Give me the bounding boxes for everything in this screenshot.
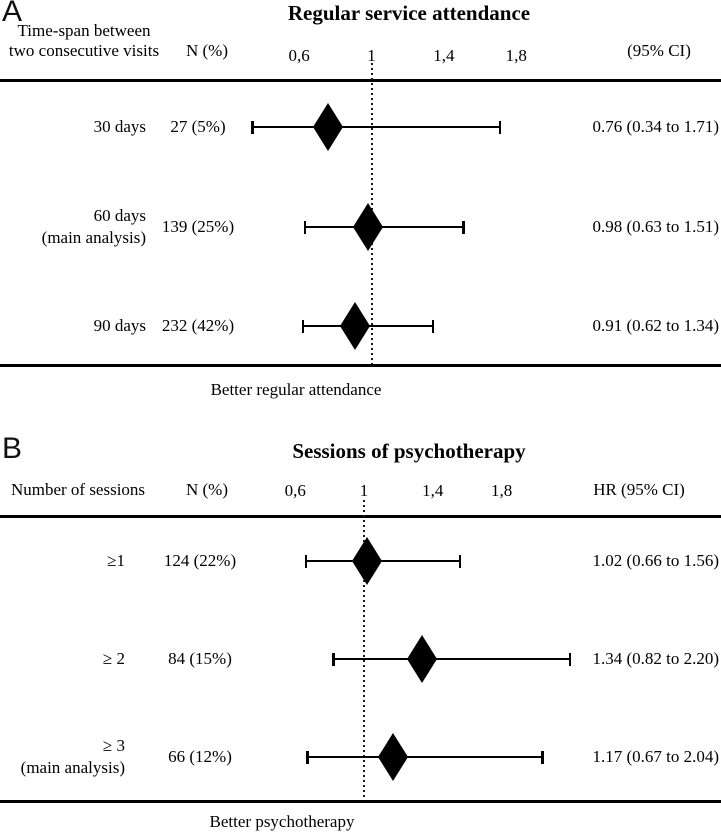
panel-a-footer-rule <box>0 364 721 367</box>
ci-cap-upper <box>541 750 544 764</box>
row-label: 30 days <box>94 116 146 138</box>
point-estimate-diamond <box>340 302 371 350</box>
panel-b-letter: B <box>2 432 23 465</box>
row-ci-text: 1.02 (0.66 to 1.56) <box>592 551 719 570</box>
ci-cap-upper <box>568 652 572 666</box>
ci-whisker-line <box>305 559 461 563</box>
panel-b-row-column-header: Number of sessions <box>11 480 145 500</box>
row-ci-text: 0.76 (0.34 to 1.71) <box>592 117 719 136</box>
panel-b-reference-line <box>363 500 365 800</box>
panel-a-row-column-header: Time-span between two consecutive visits <box>9 21 159 61</box>
row-n-percent: 124 (22%) <box>163 551 237 570</box>
panel-a-effect-column-header: (95% CI) <box>627 41 691 60</box>
point-estimate-diamond <box>313 103 344 151</box>
row-label-line: 30 days <box>93 117 146 136</box>
row-ci-text: 1.34 (0.82 to 2.20) <box>592 649 719 668</box>
axis-tick-label: 1,8 <box>505 46 527 65</box>
panel-b-direction-label: Better psychotherapy <box>209 812 355 831</box>
panel-b-footer-rule <box>0 800 721 803</box>
ci-cap-upper <box>498 120 501 134</box>
point-estimate-diamond <box>378 733 409 781</box>
panel-b-n-column-header: N (%) <box>185 480 229 499</box>
column-header-line: two consecutive visits <box>8 41 160 60</box>
panel-a-header-rule <box>0 79 721 82</box>
ci-cap-upper <box>431 319 435 333</box>
row-n-percent: 232 (42%) <box>161 316 235 335</box>
axis-tick-label: 1,4 <box>433 46 455 65</box>
panel-b-effect-column-header: HR (95% CI) <box>593 480 685 499</box>
panel-a-letter: A <box>2 0 23 28</box>
row-n-percent: 66 (12%) <box>168 747 232 766</box>
row-label-line: ≥ 2 <box>102 649 125 668</box>
row-label-line: 90 days <box>93 316 146 335</box>
column-header-line: Number of sessions <box>10 480 146 499</box>
row-n-percent: 27 (5%) <box>170 117 226 136</box>
ci-whisker-line <box>252 125 500 129</box>
row-ci-text: 1.17 (0.67 to 2.04) <box>592 747 719 766</box>
row-label: ≥ 3 (main analysis) <box>21 735 125 779</box>
ci-cap-lower <box>303 220 307 234</box>
row-label: ≥1 <box>107 550 125 572</box>
axis-tick-label: 1 <box>359 481 369 500</box>
point-estimate-diamond <box>407 635 438 683</box>
row-label-line: (main analysis) <box>20 758 125 777</box>
panel-a-title: Regular service attendance <box>287 1 531 25</box>
column-header-line: Time-span between <box>17 21 151 40</box>
ci-cap-lower <box>301 319 305 333</box>
axis-tick-label: 1 <box>367 46 376 65</box>
row-label: 60 days (main analysis) <box>42 205 146 249</box>
axis-tick-label: 0,6 <box>284 481 306 500</box>
ci-cap-lower <box>306 750 309 764</box>
row-label: 90 days <box>94 315 146 337</box>
row-n-percent: 139 (25%) <box>161 217 235 236</box>
row-label-line: 60 days <box>93 206 146 225</box>
ci-cap-upper <box>462 220 465 234</box>
row-label: ≥ 2 <box>103 648 125 670</box>
point-estimate-diamond <box>352 537 383 585</box>
ci-cap-lower <box>304 554 308 568</box>
axis-tick-label: 1,4 <box>422 481 444 500</box>
ci-cap-lower <box>332 652 335 666</box>
ci-whisker-line <box>307 755 543 759</box>
row-label-line: ≥ 3 <box>102 736 125 755</box>
panel-b-title: Sessions of psychotherapy <box>292 439 526 463</box>
ci-cap-lower <box>251 120 254 134</box>
row-label-line: (main analysis) <box>41 228 146 247</box>
ci-cap-upper <box>458 554 462 568</box>
panel-a-n-column-header: N (%) <box>185 41 229 60</box>
ci-whisker-line <box>304 225 464 229</box>
row-ci-text: 0.91 (0.62 to 1.34) <box>592 316 719 335</box>
panel-b-header-rule <box>0 515 721 518</box>
panel-a-direction-label: Better regular attendance <box>210 380 382 399</box>
ci-whisker-line <box>333 657 571 661</box>
axis-tick-label: 1,8 <box>490 481 513 500</box>
row-ci-text: 0.98 (0.63 to 1.51) <box>592 217 719 236</box>
axis-tick-label: 0,6 <box>288 46 310 65</box>
point-estimate-diamond <box>352 203 383 251</box>
row-n-percent: 84 (15%) <box>168 649 232 668</box>
row-label-line: ≥1 <box>107 551 125 570</box>
